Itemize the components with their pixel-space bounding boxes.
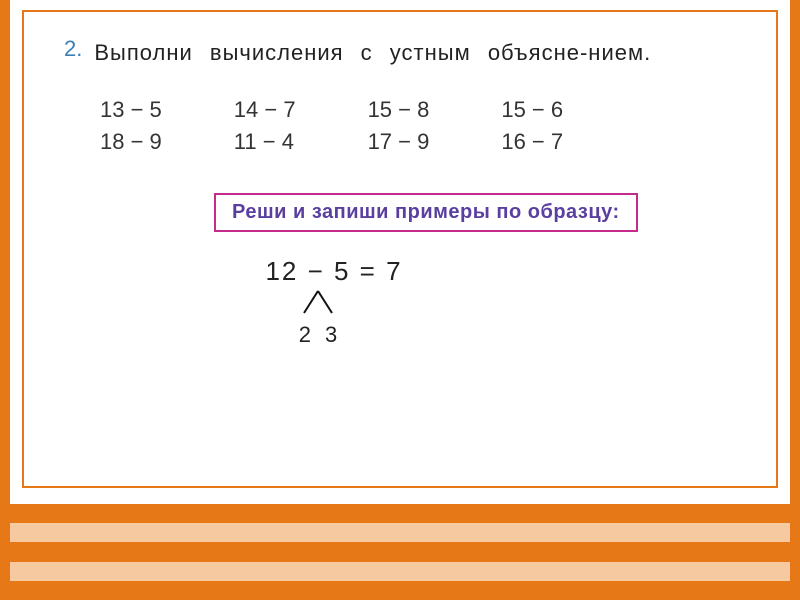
stripe [10,562,790,581]
expression: 17 − 9 [368,129,430,155]
content-panel: 2. Выполни вычисления с устным объясне-н… [22,10,778,488]
split-numbers: 23 [288,322,348,348]
stripe [10,542,790,561]
problems-col: 15 − 8 17 − 9 [368,97,430,155]
instruction-box: Реши и запиши примеры по образцу: [214,193,638,232]
task-header: 2. Выполни вычисления с устным объясне-н… [64,36,736,69]
task-text: Выполни вычисления с устным объясне-нием… [94,36,651,69]
expression: 18 − 9 [100,129,162,155]
problems-col: 14 − 7 11 − 4 [234,97,296,155]
bottom-stripes [10,504,790,600]
problems-col: 15 − 6 16 − 7 [501,97,563,155]
stripe [10,504,790,523]
split-part: 3 [325,322,337,347]
split-decomposition: 23 [288,289,348,348]
worked-example: 12 − 5 = 7 23 [194,256,474,349]
expression: 11 − 4 [234,129,296,155]
task-number: 2. [64,36,82,62]
expression: 16 − 7 [501,129,563,155]
split-lines-icon [298,289,338,315]
worked-expression: 12 − 5 = 7 [194,256,474,287]
problems-col: 13 − 5 18 − 9 [100,97,162,155]
stripe [10,581,790,600]
instruction-text: Реши и запиши примеры по образцу: [232,201,620,224]
problems-grid: 13 − 5 18 − 9 14 − 7 11 − 4 15 − 8 17 − … [100,97,736,155]
expression: 15 − 8 [368,97,430,123]
split-part: 2 [299,322,311,347]
stripe [10,523,790,542]
expression: 13 − 5 [100,97,162,123]
expression: 15 − 6 [501,97,563,123]
expression: 14 − 7 [234,97,296,123]
